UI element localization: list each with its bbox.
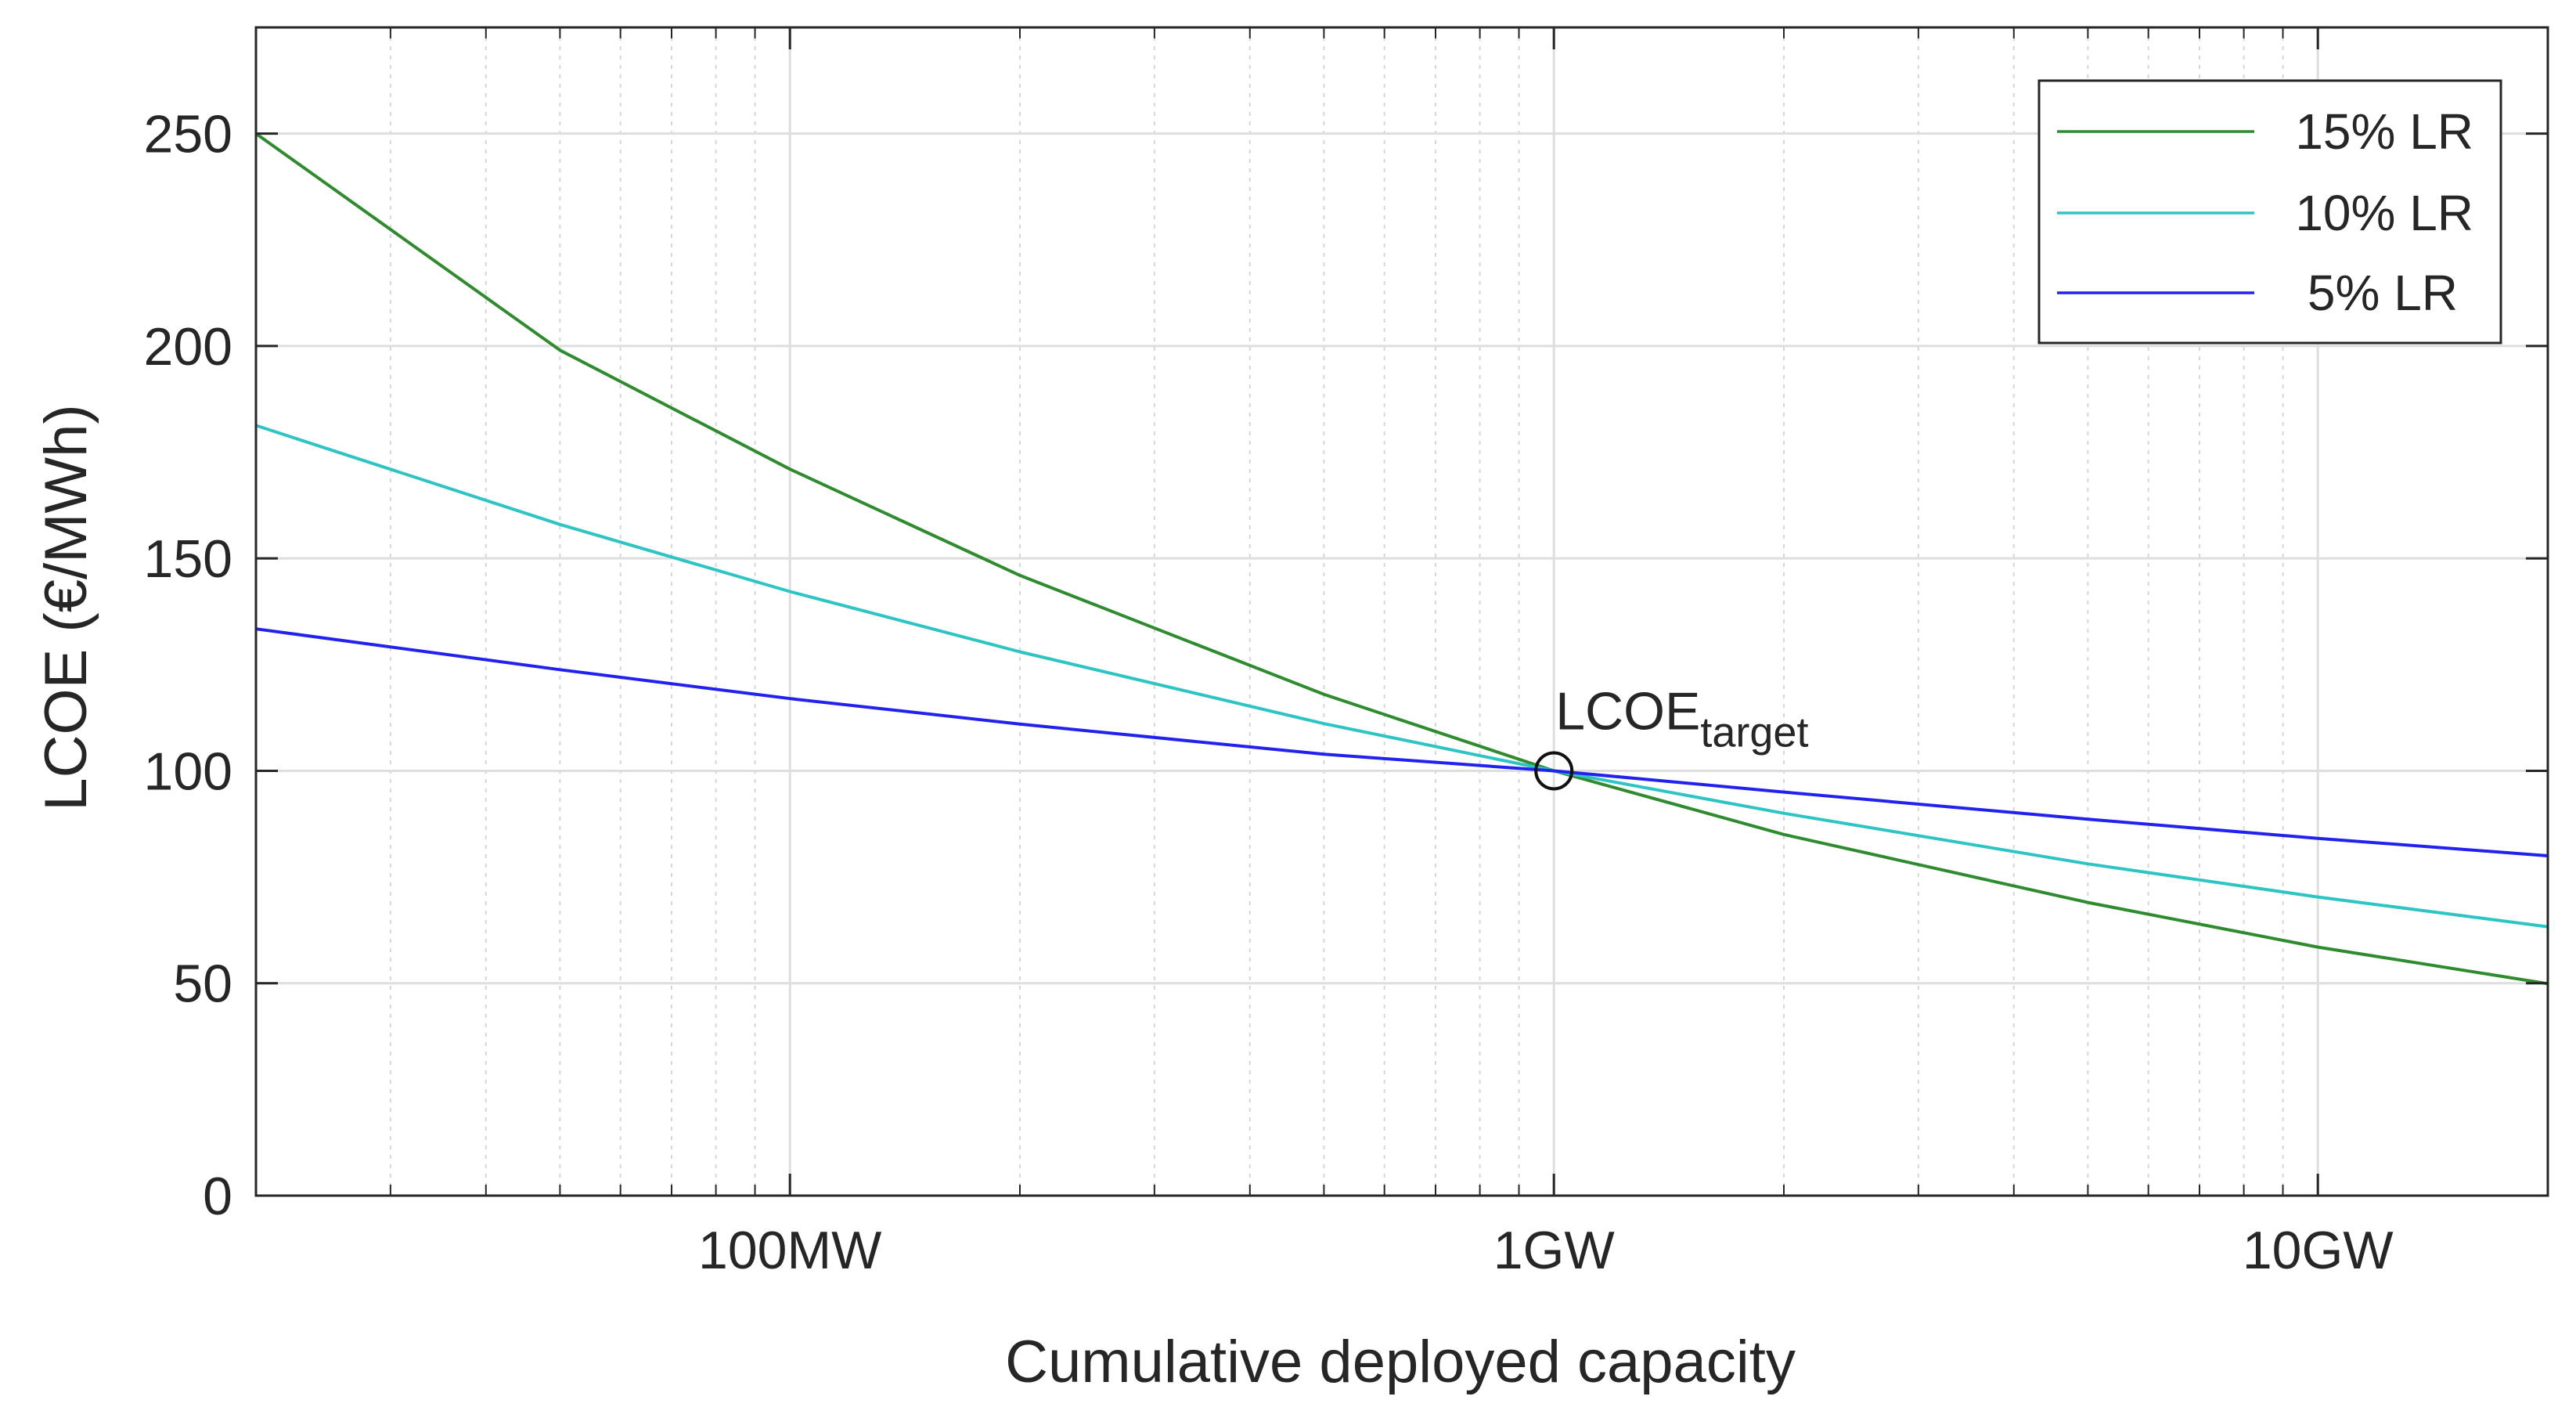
legend-label-10-lr: 10% LR [2295, 185, 2473, 241]
x-tick-label: 10GW [2243, 1221, 2394, 1280]
y-tick-label: 0 [203, 1167, 232, 1226]
lcoe-target-label-main: LCOE [1555, 681, 1700, 741]
y-axis-tick-labels: 0 50 100 150 200 250 [144, 105, 232, 1226]
y-tick-label: 100 [144, 741, 232, 801]
plot-area-frame [254, 26, 2549, 1197]
y-axis-label: LCOE (€/MWh) [33, 404, 99, 810]
legend-label-15-lr: 15% LR [2295, 103, 2473, 160]
x-tick-label: 1GW [1493, 1221, 1615, 1280]
y-tick-label: 150 [144, 529, 232, 589]
y-tick-label: 200 [144, 317, 232, 377]
lcoe-target-label-subscript: target [1700, 709, 1808, 756]
axis-ticks [255, 27, 2549, 1197]
series-line-10-lr [255, 424, 2549, 929]
lcoe-target-annotation: LCOEtarget [1534, 681, 1808, 791]
legend-entry-5-lr: 5% LR [2057, 265, 2458, 321]
y-tick-label: 50 [173, 954, 232, 1014]
series-line-15-lr [254, 132, 2549, 986]
series-line-5-lr [255, 627, 2549, 857]
lcoe-target-marker [1534, 751, 1574, 791]
legend: 15% LR 10% LR 5% LR [2037, 79, 2502, 345]
legend-entry-10-lr: 10% LR [2057, 185, 2473, 241]
x-tick-label: 100MW [698, 1221, 881, 1280]
series-layer [254, 132, 2549, 986]
lcoe-target-label: LCOEtarget [1555, 681, 1808, 756]
legend-entry-15-lr: 15% LR [2057, 103, 2473, 160]
x-axis-tick-labels: 100MW 1GW 10GW [698, 1221, 2394, 1280]
legend-label-5-lr: 5% LR [2308, 265, 2458, 321]
x-axis-label: Cumulative deployed capacity [1005, 1329, 1796, 1395]
y-tick-label: 250 [144, 105, 232, 164]
